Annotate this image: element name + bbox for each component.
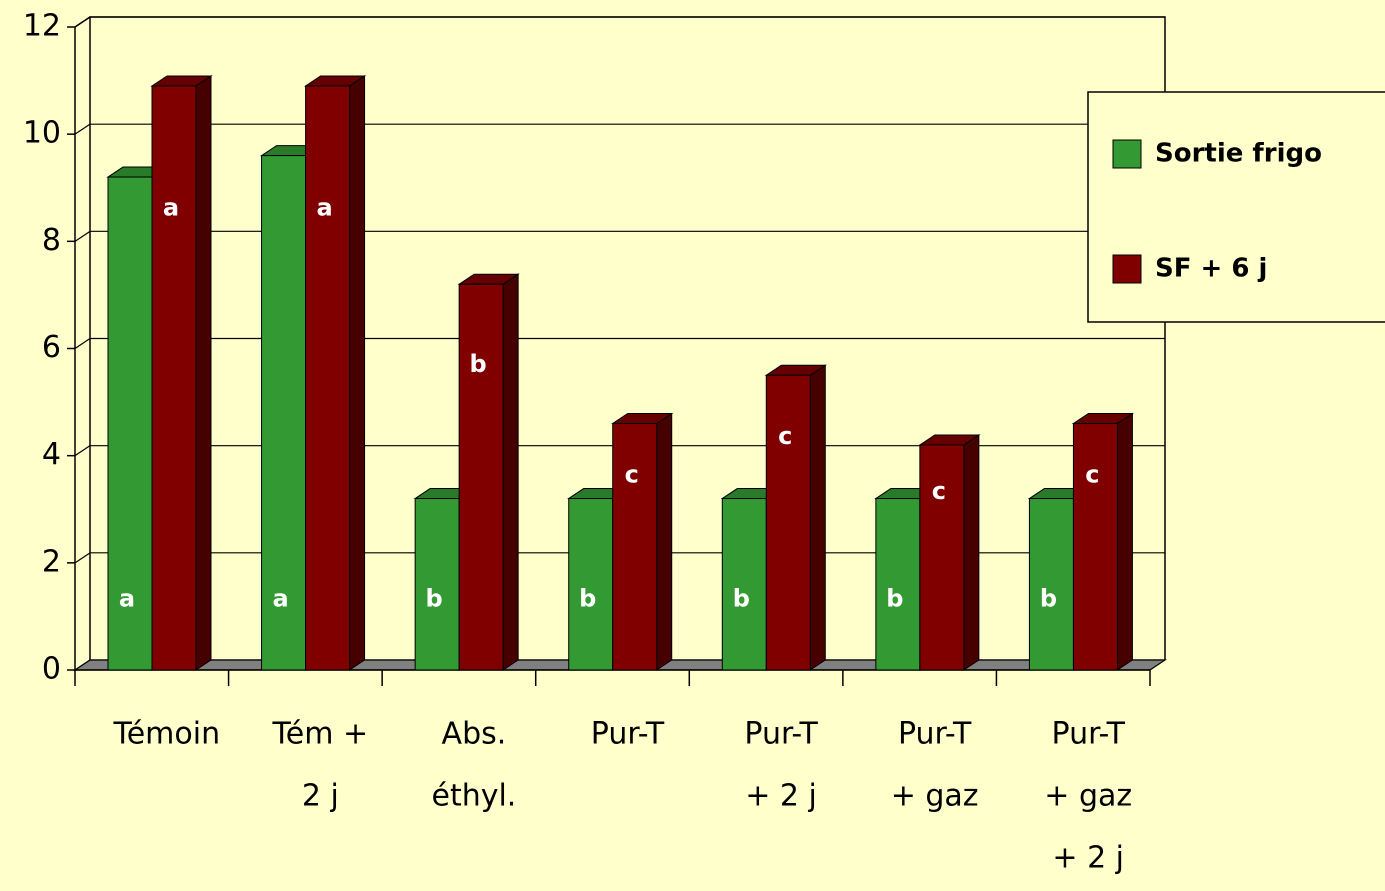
bar: [1028, 498, 1074, 671]
bar: [765, 374, 811, 671]
y-tick-label: 8: [42, 223, 61, 258]
y-tick-label: 12: [23, 9, 61, 44]
bar: [1072, 423, 1118, 671]
bar-side: [195, 75, 212, 671]
y-tick-label: 0: [42, 652, 61, 687]
bar-letter: c: [625, 460, 639, 488]
y-tick-label: 6: [42, 330, 61, 365]
grid-line: [74, 16, 91, 28]
grid-line: [74, 445, 91, 457]
bar-side: [502, 273, 519, 671]
grid-line: [74, 230, 91, 242]
x-tick-label: Pur-T: [898, 717, 972, 752]
x-tick-label: + gaz: [891, 779, 979, 814]
grid-line: [74, 338, 91, 349]
x-tick-label: + 2 j: [1052, 841, 1124, 876]
bar: [305, 85, 351, 671]
bar-letter: b: [470, 350, 487, 378]
bar: [261, 155, 307, 671]
bar-side: [656, 412, 673, 671]
bar-side: [809, 364, 826, 671]
y-tick-label: 4: [42, 437, 61, 472]
bar: [721, 498, 767, 671]
x-tick-label: Témoin: [112, 717, 220, 752]
bar: [107, 176, 153, 671]
bar-letter: c: [778, 422, 792, 450]
x-tick-label: éthyl.: [431, 779, 516, 814]
bar-letter: a: [163, 194, 179, 222]
bar-letter: c: [1085, 460, 1099, 488]
bar-letter: b: [1040, 584, 1057, 612]
x-tick-label: Tém +: [272, 717, 369, 752]
legend-swatch: [1112, 139, 1142, 169]
bar: [151, 85, 197, 671]
y-tick-label: 2: [42, 544, 61, 579]
bar-letter: b: [733, 584, 750, 612]
bar-letter: a: [272, 584, 288, 612]
legend-label: SF + 6 j: [1155, 254, 1267, 284]
bar-letter: b: [579, 584, 596, 612]
bar-side: [1116, 412, 1133, 671]
legend-swatch: [1112, 254, 1142, 284]
y-tick-label: 10: [23, 116, 61, 151]
bar: [919, 444, 965, 671]
bar: [612, 423, 658, 671]
bar-letter: b: [426, 584, 443, 612]
x-tick-label: + gaz: [1044, 779, 1132, 814]
x-tick-label: 2 j: [302, 779, 339, 814]
x-tick-label: Pur-T: [1052, 717, 1126, 752]
grid-line: [74, 123, 91, 135]
bar-letter: b: [886, 584, 903, 612]
x-tick-label: Abs.: [442, 717, 507, 752]
grid-line: [74, 552, 91, 564]
bar: [568, 498, 614, 671]
legend-box: [1087, 91, 1385, 323]
bar: [414, 498, 460, 671]
x-tick-label: Pur-T: [744, 717, 818, 752]
x-tick-label: + 2 j: [745, 779, 817, 814]
bar-letter: a: [316, 194, 332, 222]
bar: [458, 283, 504, 671]
legend-label: Sortie frigo: [1155, 139, 1322, 169]
bar-side: [963, 434, 980, 671]
bar-side: [349, 75, 366, 671]
bar-letter: a: [119, 584, 135, 612]
x-tick-label: Pur-T: [591, 717, 665, 752]
bar-letter: c: [932, 477, 946, 505]
